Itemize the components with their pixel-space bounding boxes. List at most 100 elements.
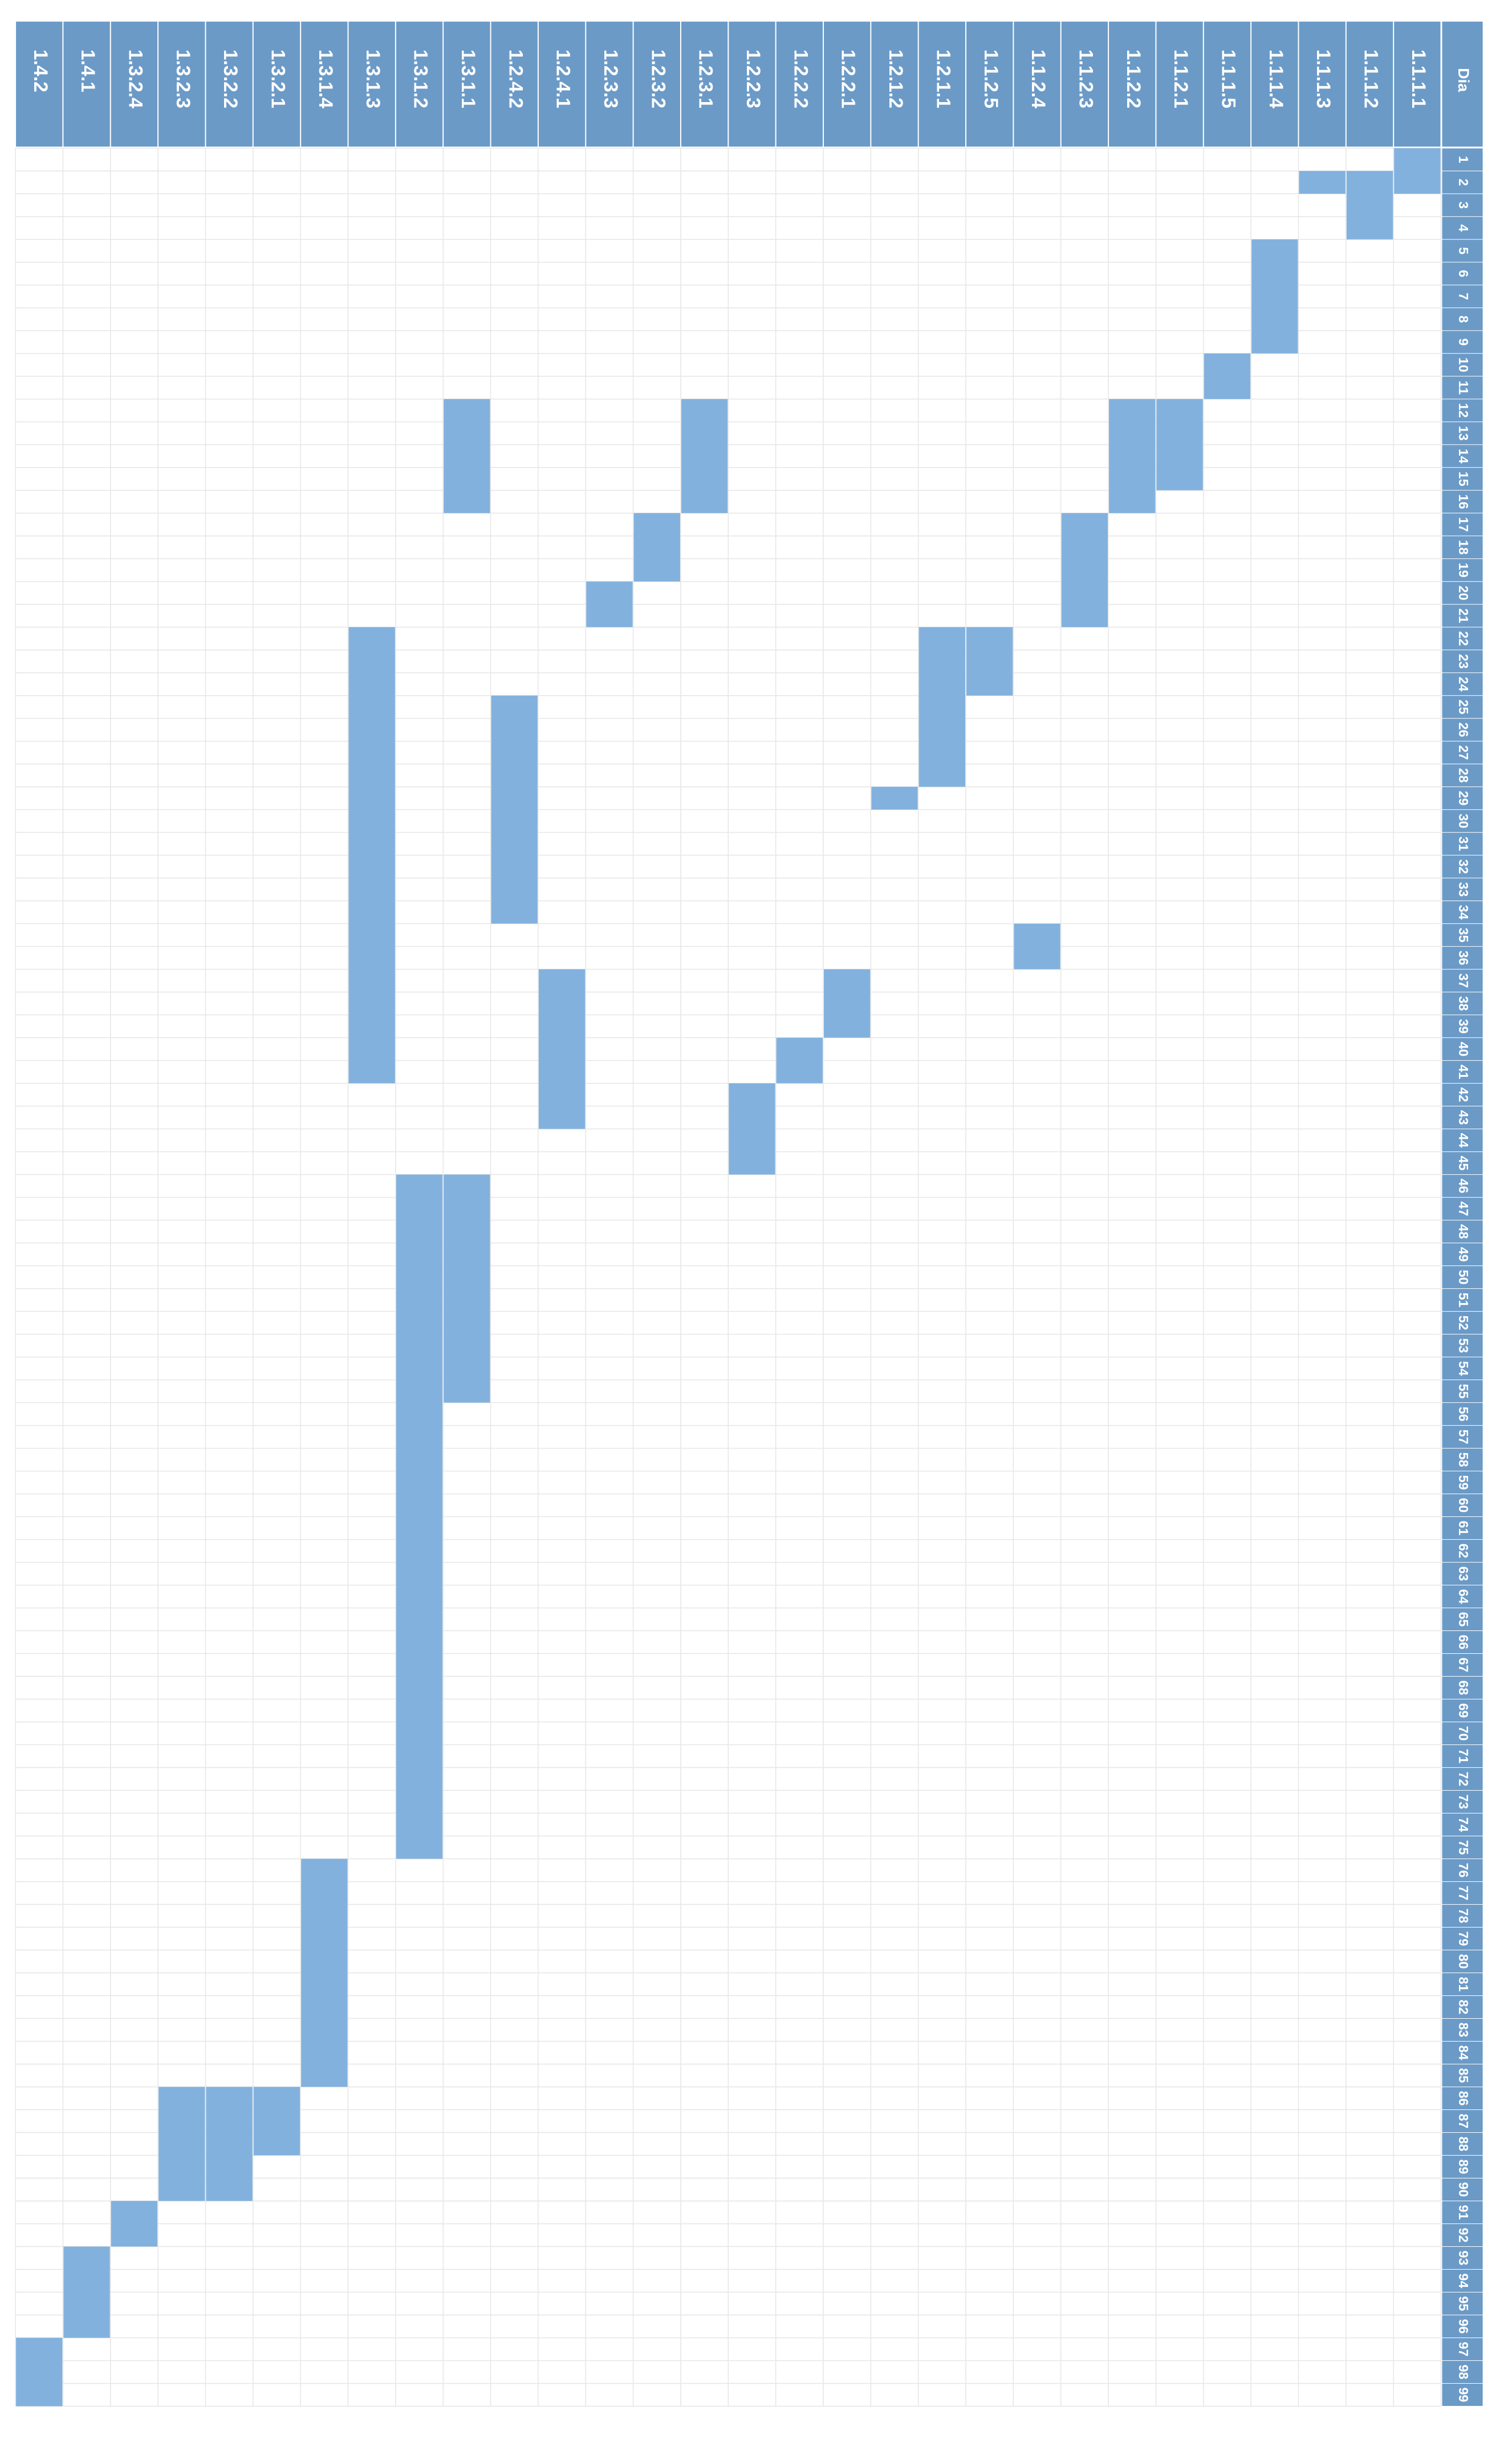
day-label: 13: [1456, 426, 1471, 441]
day-label: 97: [1456, 2342, 1471, 2357]
day-header-label: Dia: [1455, 68, 1472, 92]
day-cell: [1442, 2132, 1483, 2155]
task-header-label: 1.1.1.2: [1360, 50, 1382, 108]
day-cell: [1442, 513, 1483, 536]
task-header-label: 1.2.4.1: [552, 50, 574, 108]
task-header-cell: [158, 21, 205, 147]
day-cell: [1442, 399, 1483, 422]
day-cell: [1442, 1061, 1483, 1084]
day-cell: [1442, 1015, 1483, 1038]
day-cell: [1442, 1038, 1483, 1061]
day-cell: [1442, 878, 1483, 901]
task-bar: [444, 399, 490, 513]
day-label: 6: [1456, 270, 1471, 277]
day-label: 20: [1456, 586, 1471, 600]
day-label: 48: [1456, 1224, 1471, 1239]
day-label: 5: [1456, 247, 1471, 254]
day-label: 70: [1456, 1726, 1471, 1741]
day-cell: [1442, 1129, 1483, 1152]
day-cell: [1442, 1540, 1483, 1563]
day-cell: [1442, 1768, 1483, 1791]
day-cell: [1442, 1312, 1483, 1334]
day-cell: [1442, 1243, 1483, 1266]
day-cell: [1442, 1950, 1483, 1973]
task-header-cell: [586, 21, 633, 147]
task-header-label: 1.1.2.4: [1027, 50, 1049, 109]
task-bar: [586, 581, 633, 627]
day-cell: [1442, 559, 1483, 582]
day-cell: [1442, 2315, 1483, 2338]
day-cell: [1442, 1791, 1483, 1813]
task-header-label: 1.3.1.4: [315, 50, 336, 109]
day-label: 79: [1456, 1932, 1471, 1946]
task-bar: [871, 786, 918, 810]
day-label: 94: [1456, 2274, 1471, 2288]
task-header-label: 1.4.2: [30, 50, 51, 92]
day-cell: [1442, 650, 1483, 673]
day-cell: [1442, 308, 1483, 331]
day-cell: [1442, 217, 1483, 240]
day-label: 14: [1456, 449, 1471, 464]
day-label: 82: [1456, 2000, 1471, 2015]
day-cell: [1442, 2087, 1483, 2109]
task-bar: [538, 969, 586, 1129]
task-header-label: 1.1.1.5: [1218, 50, 1239, 108]
task-bar: [444, 1174, 490, 1403]
day-label: 26: [1456, 723, 1471, 737]
day-label: 3: [1456, 201, 1471, 209]
task-bar: [1156, 399, 1203, 490]
day-label: 81: [1456, 1977, 1471, 1992]
day-label: 40: [1456, 1042, 1471, 1057]
task-header-label: 1.1.2.3: [1075, 50, 1096, 108]
task-header-cell: [729, 21, 775, 147]
day-cell: [1442, 490, 1483, 513]
task-header-cell: [633, 21, 680, 147]
day-cell: [1442, 1266, 1483, 1289]
day-label: 71: [1456, 1749, 1471, 1764]
task-bar: [1251, 239, 1298, 354]
day-label: 75: [1456, 1840, 1471, 1855]
day-label: 84: [1456, 2046, 1471, 2060]
day-cell: [1442, 719, 1483, 741]
day-cell: [1442, 2155, 1483, 2178]
day-cell: [1442, 673, 1483, 696]
task-header-cell: [206, 21, 253, 147]
task-header-label: 1.3.2.1: [267, 50, 289, 108]
day-cell: [1442, 1334, 1483, 1357]
day-cell: [1442, 1426, 1483, 1448]
day-cell: [1442, 1380, 1483, 1403]
task-header-label: 1.2.1.2: [885, 50, 907, 108]
day-label: 87: [1456, 2114, 1471, 2129]
task-header-cell: [301, 21, 348, 147]
task-header-cell: [1394, 21, 1441, 147]
day-label: 51: [1456, 1293, 1471, 1308]
task-header-label: 1.2.2.1: [838, 50, 859, 108]
task-bar: [396, 1174, 443, 1859]
day-label: 35: [1456, 928, 1471, 943]
task-header-label: 1.2.3.1: [695, 50, 717, 108]
task-bar: [1299, 171, 1346, 194]
task-header-cell: [1061, 21, 1108, 147]
day-label: 72: [1456, 1772, 1471, 1787]
day-cell: [1442, 924, 1483, 947]
day-cell: [1442, 855, 1483, 878]
day-cell: [1442, 2269, 1483, 2292]
task-header-label: 1.3.1.3: [362, 50, 384, 108]
day-cell: [1442, 2338, 1483, 2360]
day-cell: [1442, 1494, 1483, 1517]
task-header-cell: [396, 21, 443, 147]
day-cell: [1442, 810, 1483, 833]
task-bar: [348, 627, 395, 1084]
day-cell: [1442, 1106, 1483, 1129]
day-cell: [1442, 1996, 1483, 2018]
day-cell: [1442, 1563, 1483, 1585]
day-label: 11: [1456, 380, 1471, 395]
day-cell: [1442, 171, 1483, 194]
day-label: 39: [1456, 1019, 1471, 1034]
day-cell: [1442, 148, 1483, 171]
day-cell: [1442, 627, 1483, 650]
day-label: 89: [1456, 2160, 1471, 2174]
task-header-label: 1.3.1.2: [410, 50, 432, 108]
day-label: 21: [1456, 608, 1471, 623]
